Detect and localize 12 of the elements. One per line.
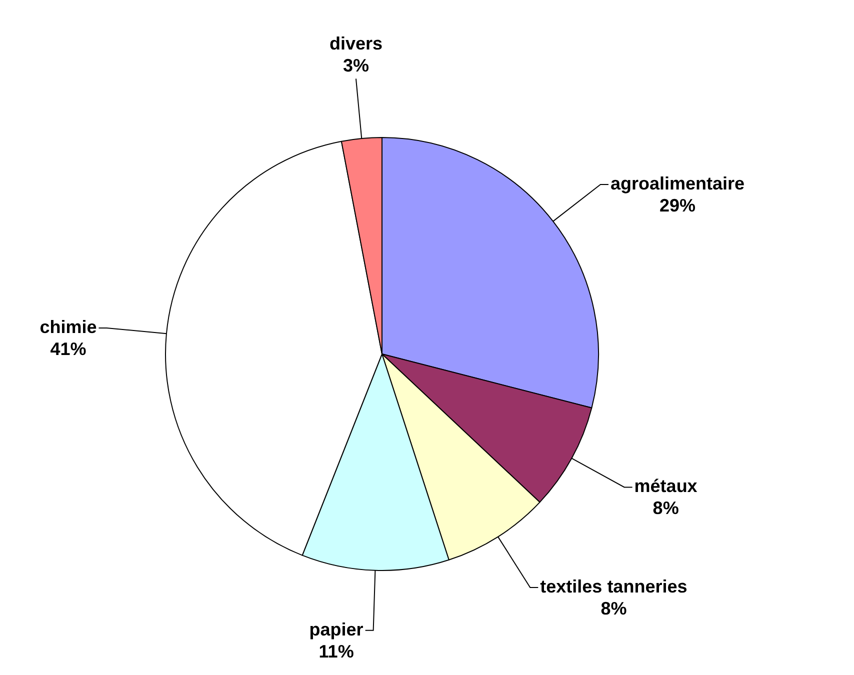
data-label: 3% <box>342 56 369 76</box>
data-label: 11% <box>318 641 354 662</box>
slice-label: divers <box>329 34 383 54</box>
slice-label: métaux <box>634 476 698 496</box>
slice-label: textiles tanneries <box>540 576 688 596</box>
data-label: 41% <box>50 338 86 359</box>
slice-label: chimie <box>40 316 97 337</box>
data-label: 8% <box>652 498 679 518</box>
slice-label: agroalimentaire <box>610 174 745 194</box>
slice-label: papier <box>309 619 364 640</box>
data-label: 8% <box>600 598 627 618</box>
data-label: 29% <box>659 196 696 216</box>
